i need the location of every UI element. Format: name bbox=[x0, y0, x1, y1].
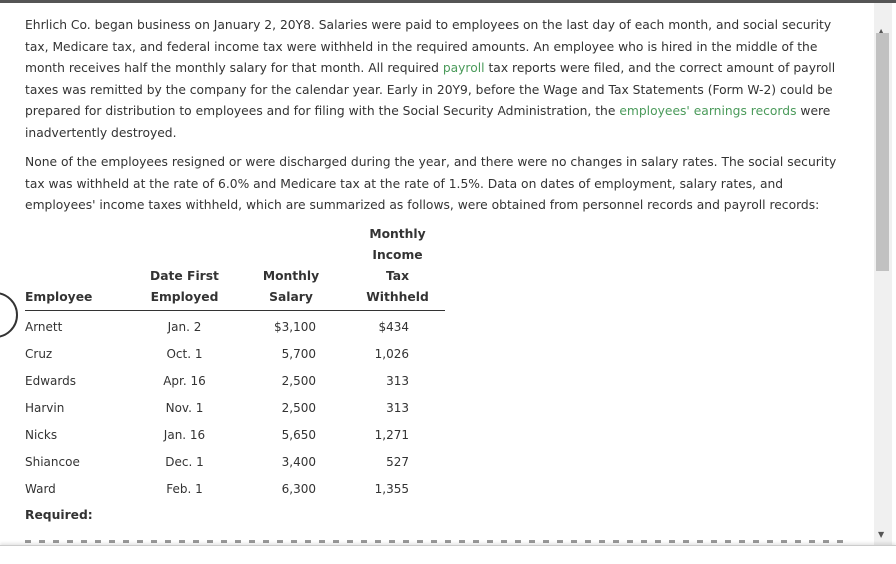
date-cell: Jan. 16 bbox=[163, 428, 206, 442]
header: Tax bbox=[385, 269, 410, 283]
data-paragraph: None of the employees resigned or were d… bbox=[25, 155, 837, 212]
employee-table: Monthly Income Date First Monthly Tax Empl… bbox=[25, 224, 445, 503]
table-row: Ward Feb. 1 6,300 1,355 bbox=[25, 476, 445, 503]
header: Withheld bbox=[350, 287, 445, 311]
tax-cell: 1,355 bbox=[374, 482, 409, 496]
employee-cell: Harvin bbox=[25, 401, 65, 415]
table-row: Cruz Oct. 1 5,700 1,026 bbox=[25, 341, 445, 368]
header: Monthly bbox=[262, 269, 320, 283]
table-row: Shiancoe Dec. 1 3,400 527 bbox=[25, 449, 445, 476]
salary-cell: 3,400 bbox=[281, 455, 316, 469]
date-cell: Oct. 1 bbox=[166, 347, 203, 361]
date-cell: Dec. 1 bbox=[165, 455, 204, 469]
payroll-link[interactable]: payroll bbox=[442, 61, 485, 75]
problem-content: Ehrlich Co. began business on January 2,… bbox=[0, 3, 876, 545]
salary-cell: 2,500 bbox=[281, 374, 316, 388]
tax-cell: 527 bbox=[386, 455, 409, 469]
scrollbar[interactable]: ▲ ▼ bbox=[874, 3, 892, 545]
tax-cell: 313 bbox=[386, 401, 409, 415]
date-cell: Jan. 2 bbox=[167, 320, 202, 334]
salary-cell: 5,700 bbox=[281, 347, 316, 361]
circle-annotation bbox=[0, 292, 18, 338]
salary-cell: $3,100 bbox=[274, 320, 316, 334]
table-row: Harvin Nov. 1 2,500 313 bbox=[25, 395, 445, 422]
date-cell: Apr. 16 bbox=[163, 374, 206, 388]
employee-cell: Edwards bbox=[25, 374, 76, 388]
header: Date First bbox=[150, 269, 219, 283]
employee-cell: Cruz bbox=[25, 347, 53, 361]
required-heading: Required: bbox=[25, 508, 93, 522]
scroll-down-icon[interactable]: ▼ bbox=[878, 530, 885, 539]
employee-cell: Nicks bbox=[25, 428, 58, 442]
employee-cell: Arnett bbox=[25, 320, 63, 334]
earnings-records-link[interactable]: employees' earnings records bbox=[619, 104, 797, 118]
employee-cell: Shiancoe bbox=[25, 455, 80, 469]
window-top-border bbox=[0, 0, 896, 3]
tax-cell: 313 bbox=[386, 374, 409, 388]
cut-off-text bbox=[25, 540, 845, 543]
scroll-up-icon[interactable]: ▲ bbox=[878, 27, 885, 36]
employee-cell: Ward bbox=[25, 482, 56, 496]
salary-cell: 6,300 bbox=[281, 482, 316, 496]
table-row: Edwards Apr. 16 2,500 313 bbox=[25, 368, 445, 395]
scrollbar-thumb[interactable] bbox=[876, 33, 889, 271]
header: Employee bbox=[25, 287, 137, 311]
date-cell: Nov. 1 bbox=[165, 401, 204, 415]
tax-cell: 1,026 bbox=[374, 347, 409, 361]
table-row: Nicks Jan. 16 5,650 1,271 bbox=[25, 422, 445, 449]
bottom-panel bbox=[0, 545, 896, 564]
header: Monthly bbox=[369, 227, 426, 241]
header: Salary bbox=[232, 287, 350, 311]
tax-cell: 1,271 bbox=[374, 428, 409, 442]
salary-cell: 2,500 bbox=[281, 401, 316, 415]
salary-cell: 5,650 bbox=[281, 428, 316, 442]
intro-paragraph: Ehrlich Co. began business on January 2,… bbox=[25, 18, 836, 140]
table-row: Arnett Jan. 2 $3,100 $434 bbox=[25, 311, 445, 342]
tax-cell: $434 bbox=[378, 320, 409, 334]
date-cell: Feb. 1 bbox=[166, 482, 203, 496]
header: Employed bbox=[137, 287, 232, 311]
header: Income bbox=[372, 248, 423, 262]
